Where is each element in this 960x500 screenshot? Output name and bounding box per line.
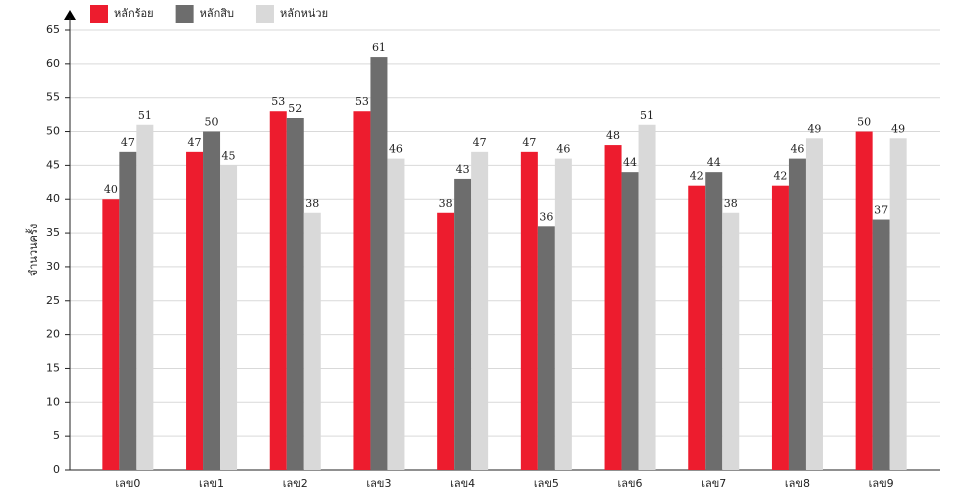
x-tick-label: เลข2 [283,477,308,490]
y-tick-label: 50 [46,125,60,138]
legend-swatch [255,5,274,23]
y-tick-label: 15 [46,361,60,374]
bar [102,199,120,470]
bar [537,226,555,470]
y-tick-label: 60 [46,57,60,70]
bar [805,138,823,471]
value-label: 38 [724,197,738,210]
bar [788,158,806,470]
value-label: 49 [891,122,905,135]
bar [554,158,572,470]
value-label: 43 [456,163,470,176]
y-tick-label: 30 [46,260,60,273]
x-tick-label: เลข8 [785,477,810,490]
bar [136,124,154,471]
y-axis-label: จำนวนครั้ง [25,224,40,276]
bar [872,219,890,470]
bar [119,151,137,470]
x-tick-label: เลข1 [199,477,224,490]
bar [688,185,706,470]
value-label: 52 [288,102,302,115]
x-tick-label: เลข9 [869,477,894,490]
value-label: 47 [473,136,487,149]
value-label: 37 [874,204,888,217]
bar [437,212,455,470]
legend-label: หลักร้อย [114,7,154,20]
bar [269,111,287,470]
y-tick-label: 5 [53,429,60,442]
y-tick-label: 0 [53,463,60,476]
y-tick-label: 35 [46,226,60,239]
bar [604,145,622,471]
value-label: 46 [389,143,403,156]
value-label: 42 [690,170,704,183]
x-tick-label: เลข5 [534,477,559,490]
value-label: 50 [857,116,871,129]
value-label: 42 [773,170,787,183]
y-tick-label: 40 [46,192,60,205]
bar [889,138,907,471]
value-label: 38 [305,197,319,210]
value-label: 50 [205,116,219,129]
value-label: 47 [121,136,135,149]
value-label: 46 [790,143,804,156]
bar [855,131,873,471]
value-label: 44 [707,156,721,169]
bar [286,118,304,470]
axis-arrow [64,10,76,20]
bar [370,57,388,470]
legend-swatch [90,5,108,23]
y-tick-label: 55 [46,91,60,104]
value-label: 61 [372,41,386,54]
x-tick-label: เลข6 [618,477,643,490]
bar [520,151,538,470]
value-label: 45 [222,149,236,162]
bar [722,212,740,470]
x-tick-label: เลข4 [450,477,475,490]
bar [303,212,321,470]
value-label: 36 [539,210,553,223]
x-tick-label: เลข3 [366,477,391,490]
value-label: 51 [640,109,654,122]
y-tick-label: 45 [46,158,60,171]
value-label: 38 [439,197,453,210]
value-label: 44 [623,156,637,169]
bar [771,185,789,470]
bar [705,172,723,470]
x-tick-label: เลข0 [115,477,140,490]
y-tick-label: 20 [46,328,60,341]
bar [387,158,405,470]
y-tick-label: 10 [46,395,60,408]
y-tick-label: 65 [46,23,60,36]
bar [186,151,204,470]
bar [353,111,371,470]
value-label: 46 [556,143,570,156]
bar [203,131,221,471]
bar [621,172,639,470]
bar [454,178,472,470]
x-tick-label: เลข7 [701,477,726,490]
bar [220,165,238,470]
value-label: 49 [807,122,821,135]
legend-label: หลักสิบ [200,7,234,20]
value-label: 40 [104,183,118,196]
legend-label: หลักหน่วย [280,7,328,20]
bar [471,151,489,470]
value-label: 51 [138,109,152,122]
y-tick-label: 25 [46,294,60,307]
value-label: 47 [188,136,202,149]
bar [638,124,656,471]
value-label: 53 [355,95,369,108]
legend-swatch [175,5,194,23]
value-label: 53 [271,95,285,108]
value-label: 48 [606,129,620,142]
value-label: 47 [522,136,536,149]
